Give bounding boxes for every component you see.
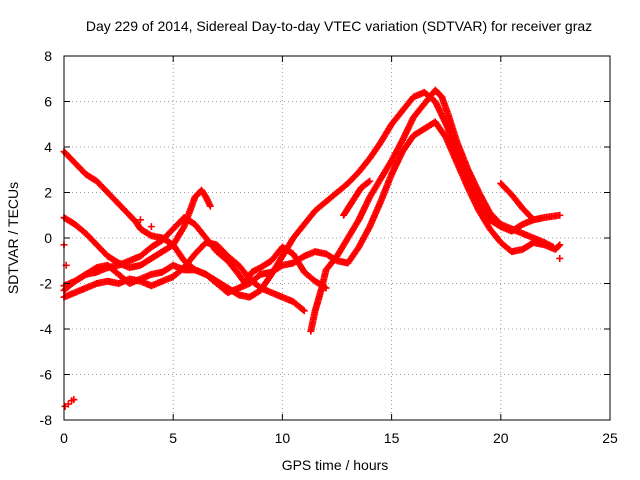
y-tick-label: 0	[44, 230, 52, 246]
x-axis-label: GPS time / hours	[282, 457, 389, 473]
grid	[64, 56, 610, 420]
x-tick-label: 5	[169, 430, 177, 446]
x-tick-label: 15	[384, 430, 400, 446]
data-point	[206, 202, 214, 210]
data-point	[366, 177, 374, 185]
data-point	[530, 216, 538, 224]
x-tick-label: 25	[602, 430, 618, 446]
data-point	[299, 306, 307, 314]
y-tick-label: 6	[44, 94, 52, 110]
data-points	[60, 86, 564, 410]
y-tick-label: 4	[44, 139, 52, 155]
data-point	[556, 241, 564, 249]
data-point	[556, 211, 564, 219]
data-point	[64, 400, 72, 408]
chart-title: Day 229 of 2014, Sidereal Day-to-day VTE…	[86, 18, 592, 34]
data-point	[147, 223, 155, 231]
x-tick-label: 20	[493, 430, 509, 446]
data-point	[556, 254, 564, 262]
data-point	[300, 307, 308, 315]
x-tick-label: 10	[275, 430, 291, 446]
data-point	[549, 243, 557, 251]
y-tick-label: 8	[44, 48, 52, 64]
y-tick-label: 2	[44, 185, 52, 201]
data-point	[70, 396, 78, 404]
axis-ticks: 0 5 10 15 20 25 -8 -6 -4 -2 0 2 4 6 8	[40, 48, 618, 446]
data-point	[179, 224, 187, 232]
data-point	[555, 242, 563, 250]
y-axis-label: SDTVAR / TECUs	[5, 182, 21, 294]
y-tick-label: -2	[40, 276, 53, 292]
x-tick-label: 0	[60, 430, 68, 446]
data-point	[365, 178, 373, 186]
y-tick-label: -6	[40, 367, 53, 383]
data-point	[136, 216, 144, 224]
data-point	[528, 215, 536, 223]
y-tick-label: -4	[40, 321, 53, 337]
y-tick-label: -8	[40, 412, 53, 428]
